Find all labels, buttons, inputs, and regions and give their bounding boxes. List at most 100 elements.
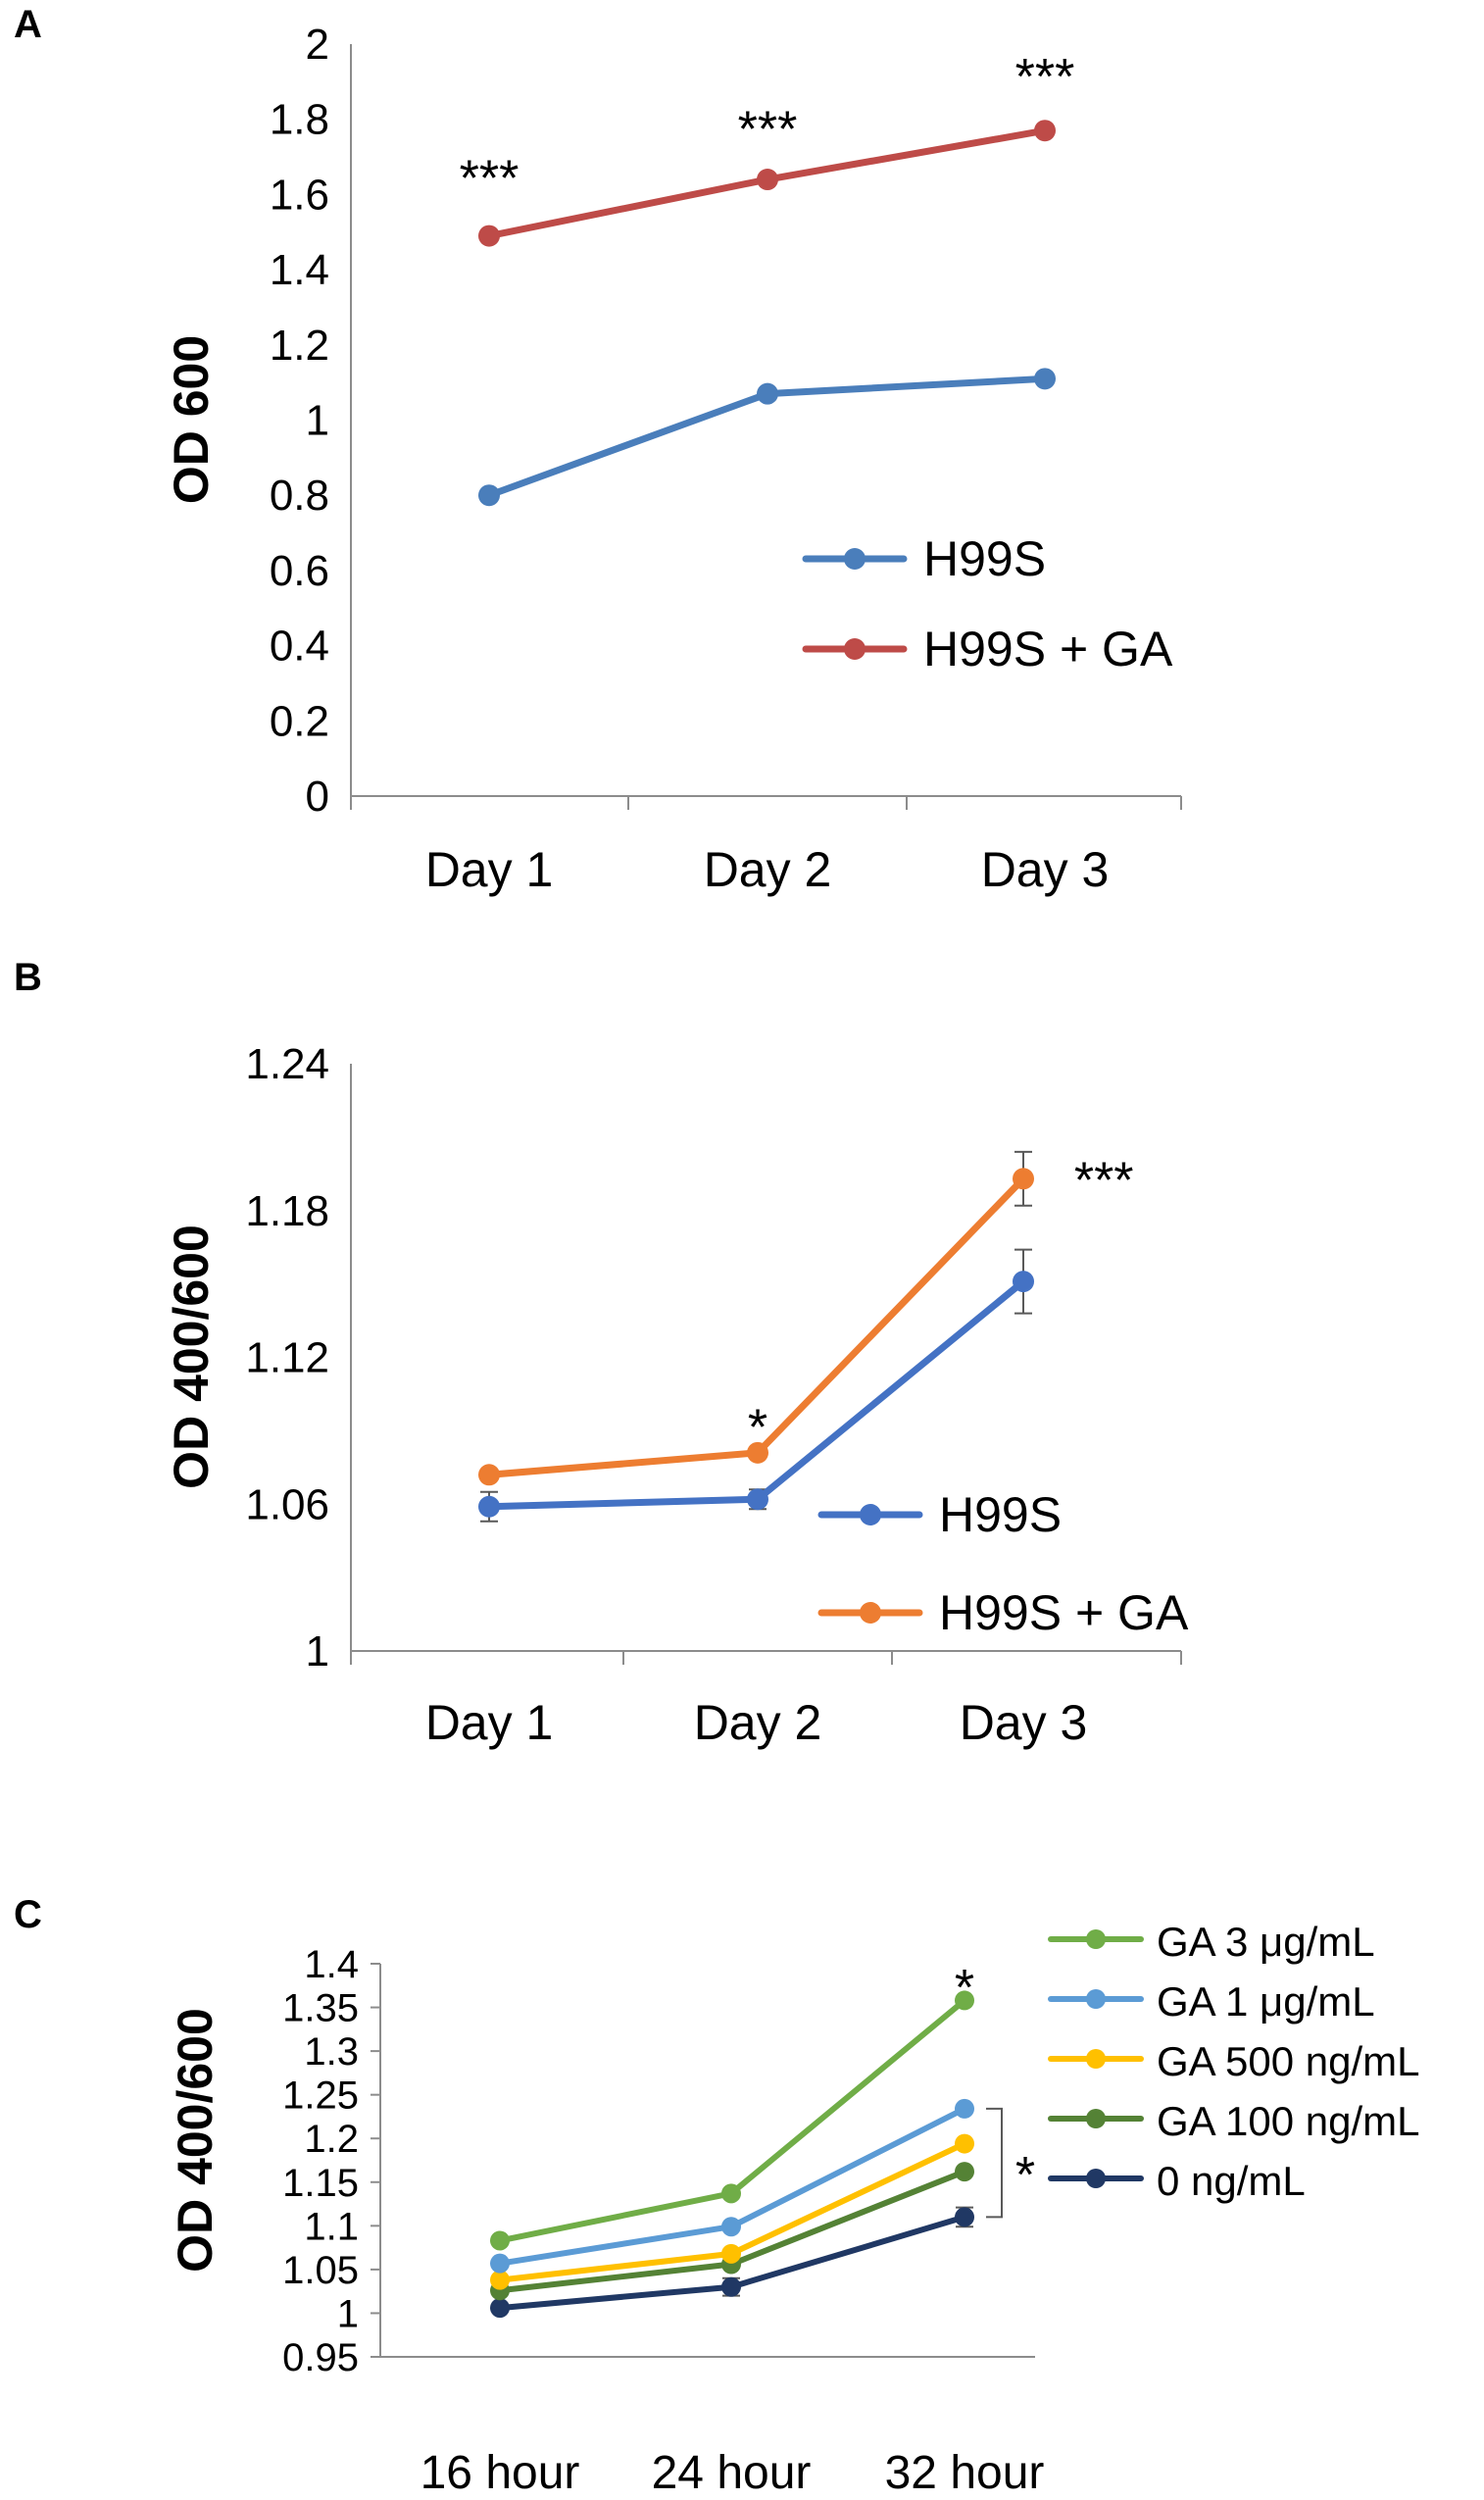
data-point — [955, 2098, 974, 2119]
series-2 — [478, 120, 1056, 247]
y-tick-label: 2 — [306, 21, 329, 69]
y-tick-label: 0.6 — [270, 547, 329, 595]
legend-label: H99S — [939, 1487, 1062, 1542]
data-point — [955, 2207, 974, 2227]
series-2 — [478, 1150, 1034, 1486]
x-tick-label: 32 hour — [885, 2447, 1045, 2499]
x-tick-label: 16 hour — [420, 2447, 580, 2499]
series-1 — [478, 1248, 1034, 1523]
legend-marker — [1086, 2049, 1106, 2069]
data-point — [490, 2298, 510, 2319]
y-tick-label: 0.8 — [270, 472, 329, 520]
data-point — [721, 2183, 741, 2204]
y-tick-label: 1.06 — [245, 1480, 329, 1528]
data-point — [1013, 1168, 1034, 1190]
legend: GA 3 μg/mL GA 1 μg/mL GA 500 ng/mL GA 100 n… — [1048, 1919, 1420, 2204]
x-tick-label: Day 1 — [425, 1695, 554, 1750]
chart-panel-b: B 1 1.06 1.12 1.18 1.24 Day 1 Day 2 Day 3 OD 400/… — [14, 956, 1189, 1750]
panel-letter-b: B — [14, 956, 42, 999]
data-point — [478, 1495, 500, 1518]
series-3 — [490, 2133, 974, 2290]
legend-marker — [1086, 2169, 1106, 2188]
data-point — [1034, 120, 1056, 142]
data-point — [1034, 368, 1056, 390]
data-point — [721, 2217, 741, 2237]
significance-marker: * — [1015, 2147, 1035, 2204]
legend-marker — [844, 548, 866, 570]
legend-marker — [844, 638, 866, 660]
y-tick-label: 1.4 — [270, 246, 329, 294]
legend-label: H99S + GA — [939, 1585, 1189, 1640]
legend-label: GA 3 μg/mL — [1157, 1919, 1375, 1965]
panel-letter-c: C — [14, 1893, 42, 1936]
y-tick-label: 1.6 — [270, 171, 329, 219]
y-tick-label: 1 — [306, 397, 329, 445]
y-tick-label: 1.8 — [270, 96, 329, 144]
y-tick-label: 1 — [337, 2292, 359, 2335]
x-tick-label: 24 hour — [652, 2447, 812, 2499]
series-1 — [490, 1990, 974, 2251]
panel-letter-a: A — [14, 3, 42, 46]
y-tick-label: 1 — [306, 1627, 329, 1675]
significance-marker: *** — [1015, 49, 1075, 106]
data-point — [721, 2243, 741, 2264]
y-tick-label: 1.12 — [245, 1334, 329, 1382]
significance-marker: * — [955, 1960, 974, 2017]
data-point — [478, 1464, 500, 1486]
y-tick-label: 1.24 — [245, 1040, 329, 1088]
y-axis-label: OD 600 — [164, 335, 219, 504]
legend-label: 0 ng/mL — [1157, 2158, 1306, 2204]
legend-label: GA 500 ng/mL — [1157, 2038, 1420, 2084]
y-tick-label: 1.1 — [304, 2205, 359, 2248]
series-line — [485, 1277, 1027, 1511]
chart-panel-a: A 0 0.2 0.4 0.6 0.8 1 1.2 1.4 1.6 1.8 2 Day 1 Day 2 Da… — [14, 3, 1182, 897]
legend: H99S H99S + GA — [802, 531, 1173, 676]
legend: H99S H99S + GA — [817, 1487, 1189, 1640]
y-tick-label: 1.05 — [282, 2249, 359, 2292]
data-point — [490, 2270, 510, 2290]
data-point — [747, 1441, 768, 1464]
series-1 — [478, 368, 1056, 507]
y-tick-label: 1.18 — [245, 1187, 329, 1235]
x-tick-label: Day 3 — [960, 1695, 1088, 1750]
series-line — [497, 1997, 967, 2244]
y-tick-label: 0.4 — [270, 623, 329, 671]
legend-marker — [1086, 1989, 1106, 2009]
y-tick-label: 0 — [306, 773, 329, 821]
data-point — [747, 1488, 768, 1511]
legend-label: H99S — [923, 531, 1046, 586]
y-tick-label: 1.35 — [282, 1987, 359, 2030]
series-5 — [490, 2206, 974, 2319]
data-point — [1013, 1271, 1034, 1293]
data-point — [490, 2253, 510, 2274]
y-tick-label: 1.2 — [270, 322, 329, 370]
data-point — [757, 382, 778, 405]
significance-marker: * — [748, 1399, 767, 1456]
data-point — [955, 2133, 974, 2154]
x-tick-label: Day 3 — [981, 842, 1110, 897]
significance-marker: *** — [1074, 1152, 1134, 1209]
data-point — [478, 484, 500, 507]
legend-label: GA 100 ng/mL — [1157, 2098, 1420, 2144]
significance-bracket — [986, 2107, 1003, 2219]
y-axis-label: OD 400/600 — [168, 2008, 223, 2273]
x-tick-label: Day 2 — [694, 1695, 822, 1750]
data-point — [490, 2230, 510, 2251]
legend-marker — [860, 1602, 881, 1624]
y-tick-label: 1.25 — [282, 2075, 359, 2118]
data-point — [757, 169, 778, 191]
data-point — [478, 225, 500, 247]
y-tick-label: 1.15 — [282, 2162, 359, 2205]
data-point — [721, 2276, 741, 2297]
legend-label: GA 1 μg/mL — [1157, 1978, 1375, 2025]
y-tick-label: 1.2 — [304, 2118, 359, 2161]
x-tick-label: Day 2 — [704, 842, 832, 897]
x-tick-label: Day 1 — [425, 842, 554, 897]
y-tick-label: 0.2 — [270, 697, 329, 745]
significance-marker: *** — [738, 102, 798, 159]
legend-label: H99S + GA — [923, 622, 1173, 676]
y-axis-label: OD 400/600 — [164, 1225, 219, 1489]
y-tick-label: 0.95 — [282, 2336, 359, 2379]
